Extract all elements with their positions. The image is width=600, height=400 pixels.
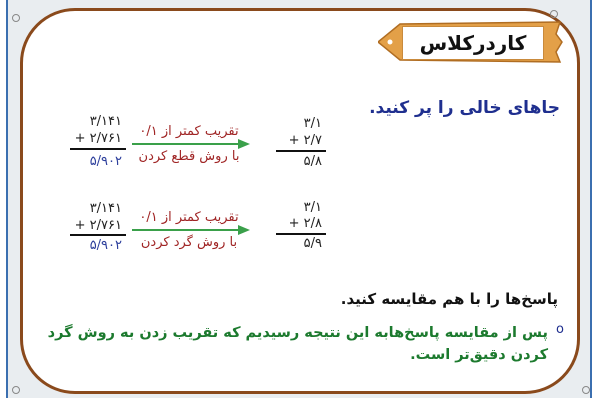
pin-icon [550,10,558,18]
method-label-bottom: با روش قطع کردن [138,149,240,164]
rounded-b: + ۲/۷ [288,133,322,148]
sum-line [70,234,126,236]
rounded-a: ۳/۱ [303,200,322,215]
pin-icon [12,386,20,394]
addend-b: + ۲/۷۶۱ [74,218,122,233]
pin-icon [12,14,20,22]
arrow-icon [132,139,250,149]
pin-icon [582,386,590,394]
sum-result: ۵/۹۰۲ [89,238,122,253]
conclusion-text: پس از مقایسه پاسخ‌هابه این نتیجه رسیدیم … [47,325,548,363]
rounded-sum: ۵/۹ [303,236,322,251]
content-card [20,8,580,394]
arrow-icon [132,225,250,235]
instruction-text: جاهای خالی را پر کنید. [369,98,560,118]
bullet-icon: o [556,322,564,337]
rounded-a: ۳/۱ [303,116,322,131]
addend-a: ۳/۱۴۱ [89,201,122,216]
addend-b: + ۲/۷۶۱ [74,131,122,146]
sum-line [276,233,326,235]
sum-result: ۵/۹۰۲ [89,154,122,169]
method-label-top: تقریب کمتر از ۰/۱ [139,124,239,139]
addend-a: ۳/۱۴۱ [89,114,122,129]
sum-line [70,148,126,150]
rounded-sum: ۵/۸ [303,154,322,169]
compare-instruction: پاسخ‌ها را با هم مقایسه کنید. [340,290,558,308]
sum-line [276,150,326,152]
rounded-b: + ۲/۸ [288,216,322,231]
method-label-top: تقریب کمتر از ۰/۱ [139,210,239,225]
method-label-bottom: با روش گرد کردن [140,235,238,250]
header-title: کاردرکلاس [402,26,544,60]
